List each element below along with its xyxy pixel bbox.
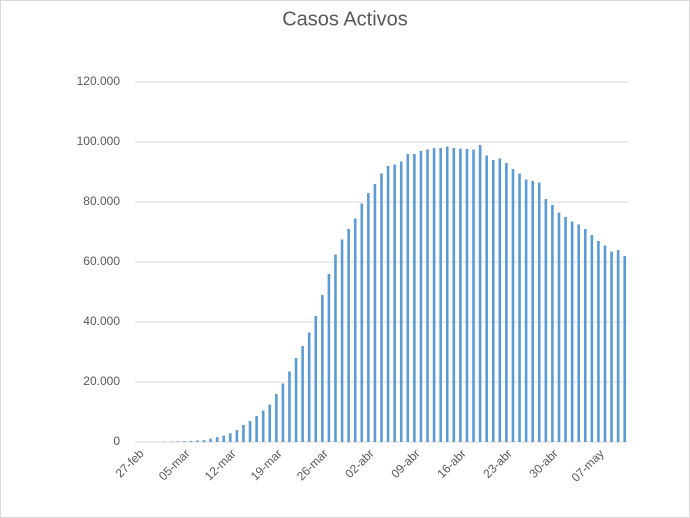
bar [597, 241, 600, 442]
bar [478, 145, 482, 442]
bar [498, 158, 502, 442]
bar [551, 205, 554, 442]
bar [557, 212, 561, 442]
bar [590, 235, 594, 442]
bar [518, 173, 521, 442]
bar [367, 193, 370, 442]
bar [301, 346, 304, 442]
y-tick-label: 120.000 [77, 74, 121, 88]
bar [202, 440, 206, 442]
bar [406, 154, 410, 442]
bar [445, 146, 449, 442]
bar [229, 433, 232, 442]
bar [570, 221, 574, 442]
bar [485, 155, 488, 442]
bar [465, 148, 469, 442]
y-tick-label: 40.000 [83, 314, 120, 328]
bar [189, 440, 193, 442]
bar [360, 203, 364, 442]
bar [623, 256, 627, 442]
bar [196, 440, 199, 442]
bar [544, 199, 548, 442]
bar [426, 149, 429, 442]
bar [524, 179, 528, 442]
y-tick-label: 60.000 [83, 254, 120, 268]
bar [242, 424, 245, 442]
bar [353, 218, 357, 442]
bar [248, 421, 252, 442]
bar [399, 161, 403, 442]
bar [380, 173, 383, 442]
bar [419, 151, 423, 442]
bar [583, 229, 587, 442]
y-tick-label: 100.000 [77, 134, 121, 148]
y-tick-label: 0 [113, 434, 120, 448]
bar [209, 438, 212, 442]
bar [432, 148, 436, 442]
bar [235, 430, 239, 442]
bar [183, 441, 186, 442]
bar [373, 184, 377, 442]
bar [268, 404, 272, 442]
bar [215, 437, 219, 442]
bar [327, 274, 331, 442]
bar [222, 435, 226, 442]
bar [334, 254, 337, 442]
bar [616, 250, 620, 442]
bar [176, 441, 180, 442]
bar [452, 148, 456, 442]
bar [413, 154, 416, 442]
bar [261, 410, 265, 442]
bar [347, 229, 350, 442]
bar [564, 217, 567, 442]
bar [459, 148, 462, 442]
bar [307, 332, 311, 442]
bar [505, 163, 508, 442]
bar [472, 149, 475, 442]
chart-title: Casos Activos [282, 8, 408, 30]
bar [255, 415, 258, 442]
bar [386, 166, 390, 442]
bar [288, 371, 291, 442]
bar [610, 251, 613, 442]
bar [577, 224, 580, 442]
bar [511, 169, 515, 442]
bar [321, 295, 324, 442]
bar [340, 239, 344, 442]
bar [603, 245, 607, 442]
bar [531, 181, 534, 442]
bar [439, 148, 442, 442]
bar [314, 316, 318, 442]
bar [281, 383, 285, 442]
y-tick-label: 80.000 [83, 194, 120, 208]
bar [537, 182, 541, 442]
y-tick-label: 20.000 [83, 374, 120, 388]
bar [491, 160, 495, 442]
bar [294, 358, 298, 442]
bar [275, 394, 278, 442]
bar [393, 164, 396, 442]
